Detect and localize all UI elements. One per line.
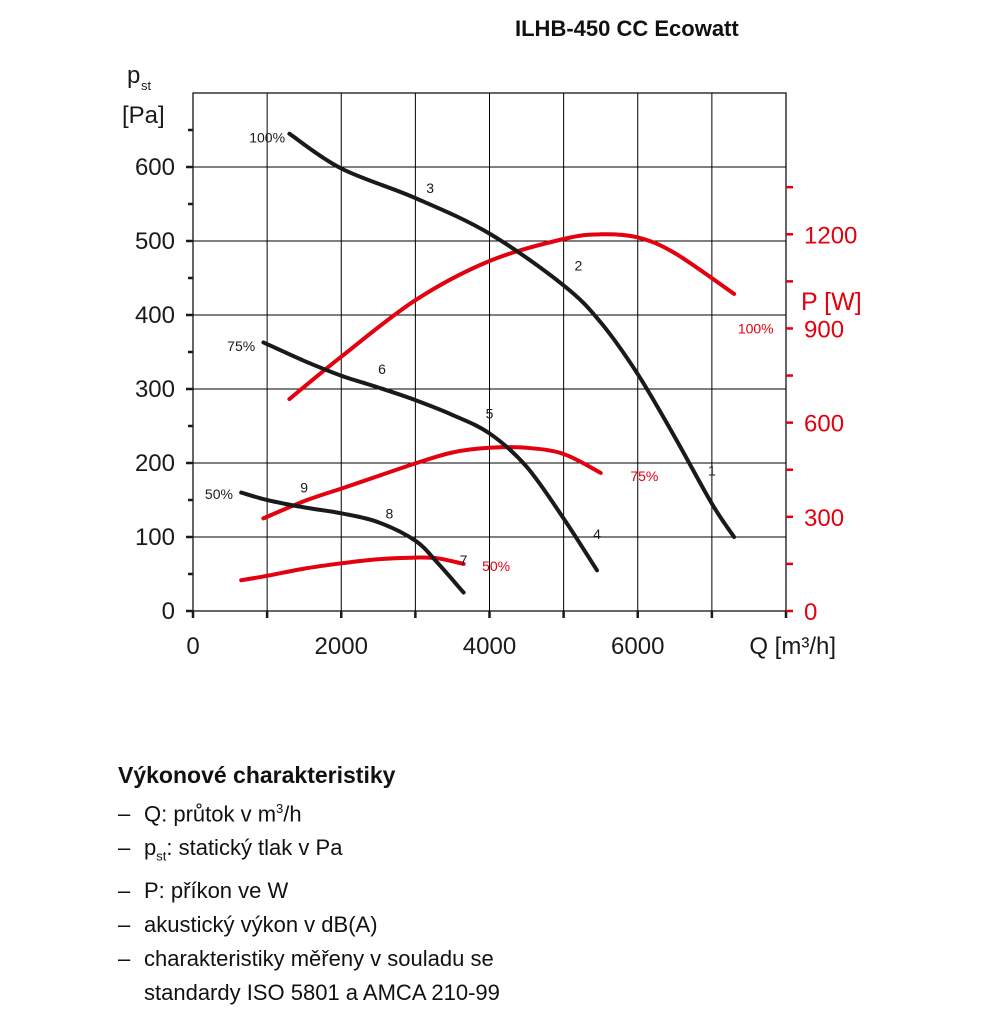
legend-dash: –: [118, 877, 131, 903]
point-label: 4: [593, 526, 601, 542]
legend-block: Výkonové charakteristiky – Q: průtok v m3…: [118, 758, 500, 1010]
legend-text: charakteristiky měřeny v souladu se: [144, 945, 494, 971]
legend-text: p: [144, 835, 157, 861]
x-tick-label: 0: [186, 633, 199, 660]
power-curve-100pct: [287, 232, 737, 402]
pressure-curve-label: 75%: [227, 338, 255, 354]
y-axis-label-sub: st: [141, 78, 152, 93]
pressure-curve-label: 50%: [205, 486, 233, 502]
y-tick-label: 400: [135, 302, 175, 329]
legend-text: : statický tlak v Pa: [166, 835, 343, 861]
axes-layer: [186, 92, 793, 618]
legend-sub: st: [156, 848, 167, 864]
x-tick-label: 4000: [463, 633, 516, 660]
point-label: 8: [386, 506, 394, 522]
legend-text: /h: [283, 801, 302, 827]
legend-text: Q: průtok v m: [144, 801, 277, 827]
point-label: 7: [460, 552, 468, 568]
point-label: 5: [486, 406, 494, 422]
point-label: 1: [708, 463, 716, 479]
legend-item-pressure: – pst: statický tlak v Pa: [118, 831, 500, 873]
pressure-curve-label: 100%: [249, 129, 285, 145]
legend-item-acoustic: – akustický výkon v dB(A): [118, 908, 500, 942]
power-curve-75pct: [261, 445, 603, 521]
x-axis-label: Q [m³/h]: [749, 633, 836, 660]
legend-dash: –: [118, 801, 131, 827]
legend-item-power: – P: příkon ve W: [118, 874, 500, 908]
power-curve-label: 75%: [630, 468, 658, 484]
power-curve-label: 100%: [738, 320, 774, 336]
y-right-tick-label: 1200: [804, 222, 857, 249]
y-tick-label: 0: [162, 598, 175, 625]
legend-text: P: příkon ve W: [144, 877, 289, 903]
y-tick-label: 200: [135, 450, 175, 477]
point-label: 9: [300, 480, 308, 496]
y-axis-unit: [Pa]: [122, 102, 165, 129]
point-label: 2: [575, 258, 583, 274]
pressure-curve-50pct: [239, 490, 466, 595]
point-label: 6: [378, 361, 386, 377]
legend-heading: Výkonové charakteristiky: [118, 762, 396, 788]
power-curve-label: 50%: [482, 558, 510, 574]
y-tick-label: 300: [135, 376, 175, 403]
x-tick-label: 6000: [611, 633, 664, 660]
y-tick-label: 100: [135, 524, 175, 551]
curves-layer: [239, 131, 737, 595]
chart-title: ILHB-450 CC Ecowatt: [515, 16, 739, 41]
legend-item-flow: – Q: průtok v m3/h: [118, 792, 500, 831]
y-right-axis-label: P [W]: [801, 288, 862, 316]
y-right-tick-label: 900: [804, 316, 844, 343]
legend-item-standards: – charakteristiky měřeny v souladu se: [118, 942, 500, 976]
y-tick-label: 600: [135, 154, 175, 181]
y-axis-label: p: [127, 62, 140, 89]
x-tick-label: 2000: [315, 633, 368, 660]
point-label: 3: [426, 180, 434, 196]
legend-dash: –: [118, 945, 131, 971]
legend-text: akustický výkon v dB(A): [144, 911, 378, 937]
legend-dash: –: [118, 835, 131, 861]
pressure-curve-100pct: [287, 131, 737, 539]
y-right-tick-label: 0: [804, 599, 817, 626]
grid-layer: [193, 93, 786, 611]
y-tick-label: 500: [135, 228, 175, 255]
y-right-tick-label: 300: [804, 505, 844, 532]
legend-sup: 3: [276, 801, 284, 816]
power-curve-50pct: [239, 555, 466, 583]
legend-dash: –: [118, 911, 131, 937]
y-right-tick-label: 600: [804, 411, 844, 438]
legend-item-standards-cont: standardy ISO 5801 a AMCA 210-99: [144, 979, 500, 1005]
pressure-curve-75pct: [261, 340, 599, 573]
